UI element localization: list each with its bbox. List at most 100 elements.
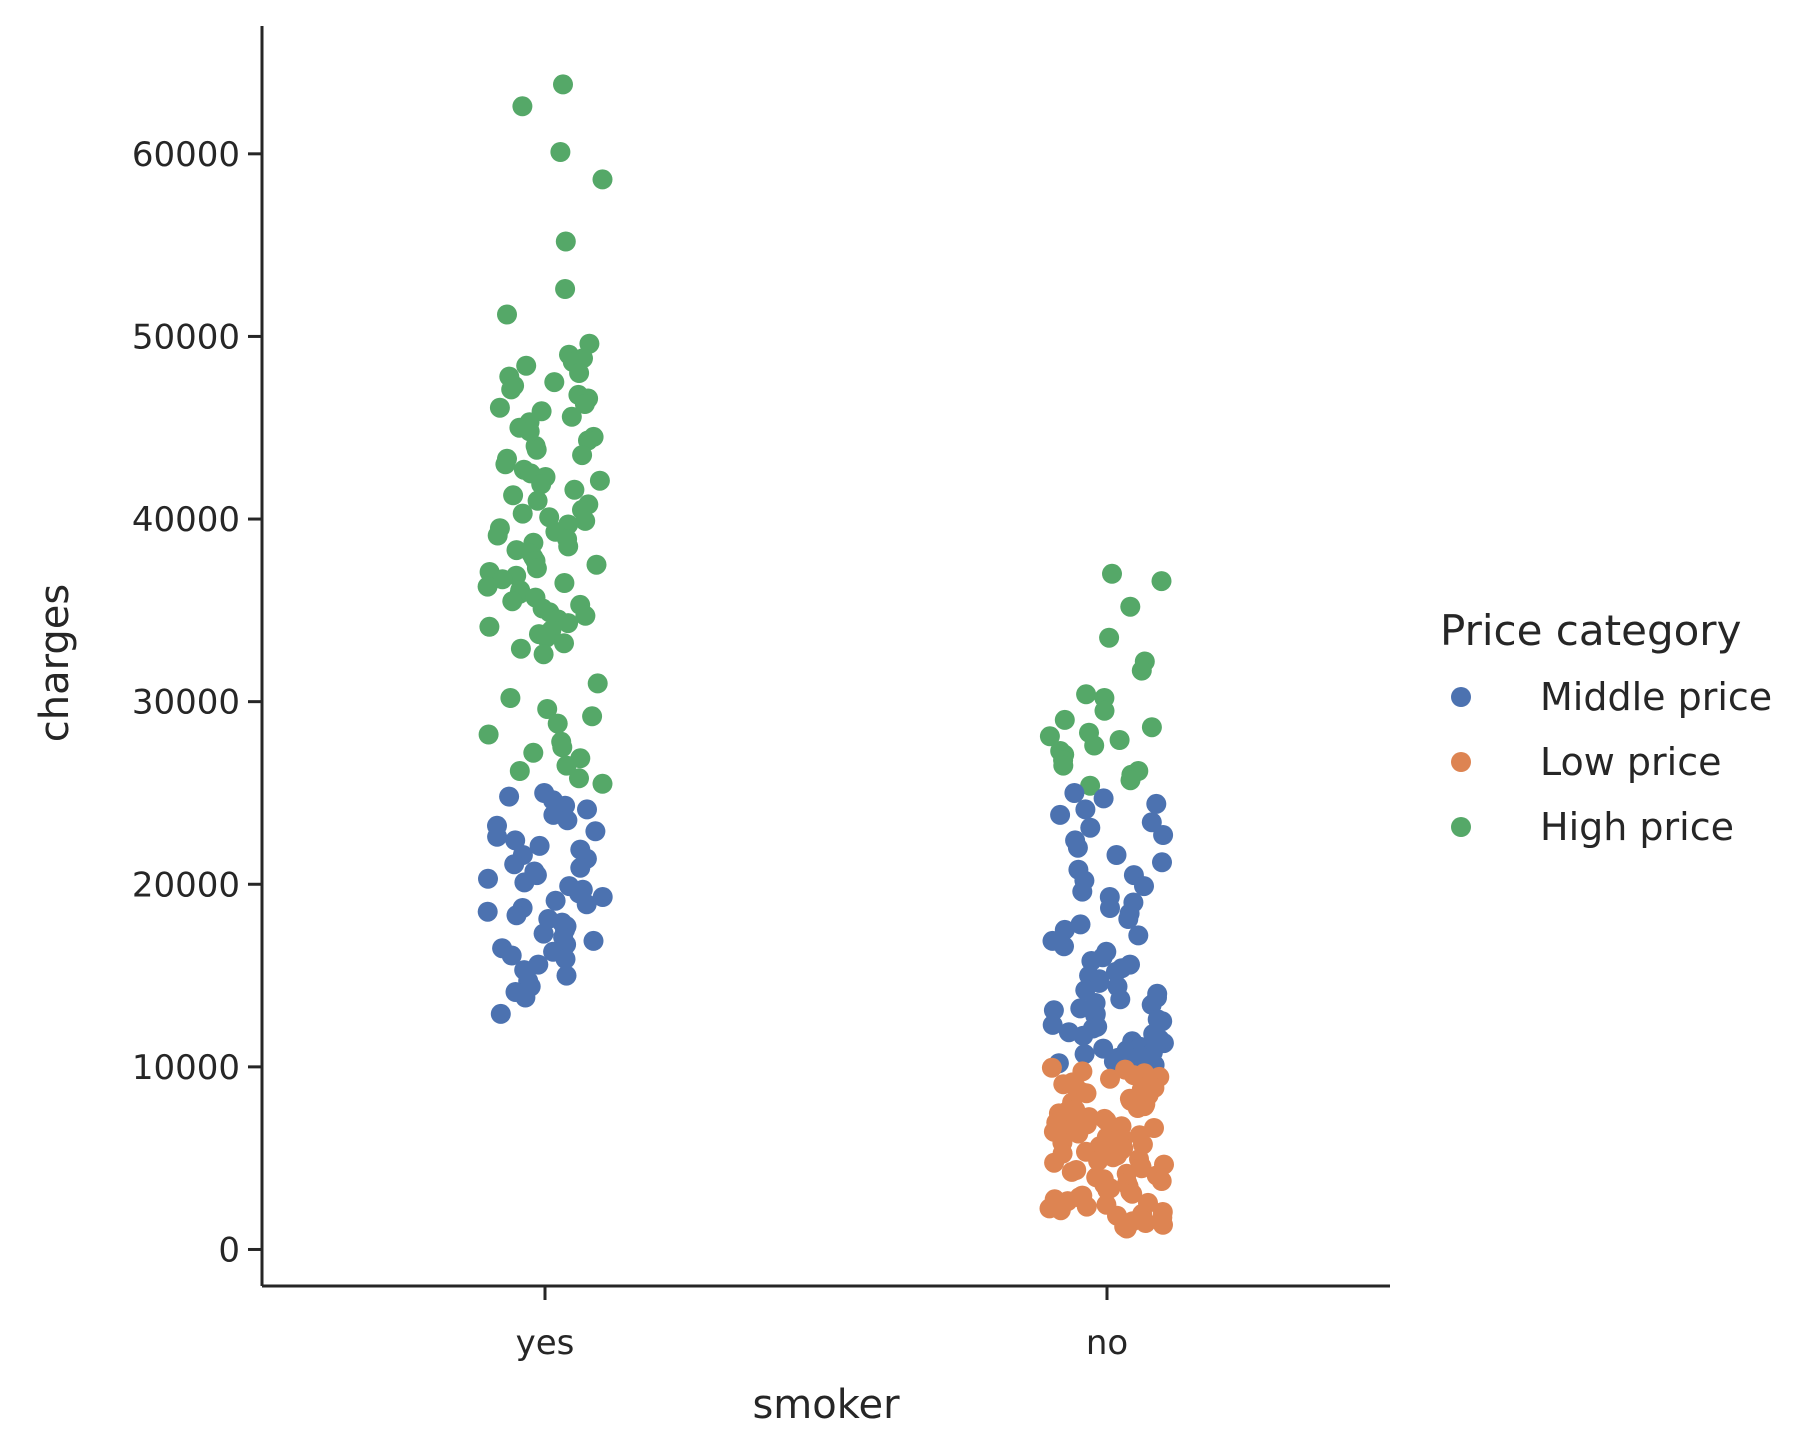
data-point bbox=[526, 439, 547, 460]
data-point bbox=[501, 379, 522, 400]
data-point bbox=[576, 894, 597, 915]
data-point bbox=[1102, 563, 1122, 584]
y-tick-label: 50000 bbox=[132, 317, 240, 357]
data-point bbox=[575, 510, 596, 531]
legend-marker bbox=[1451, 687, 1471, 707]
y-tick-label: 0 bbox=[218, 1230, 240, 1270]
data-point bbox=[487, 826, 508, 847]
data-point bbox=[512, 503, 533, 524]
data-point bbox=[527, 490, 548, 511]
data-point bbox=[1120, 596, 1141, 617]
data-point bbox=[490, 1003, 511, 1024]
data-point bbox=[533, 644, 554, 665]
data-point bbox=[500, 688, 521, 708]
legend-entry: Middle price bbox=[1451, 675, 1772, 719]
data-point bbox=[495, 454, 516, 475]
data-point bbox=[554, 633, 574, 654]
series-low-price-no bbox=[1039, 1057, 1174, 1239]
data-point bbox=[556, 965, 577, 986]
data-point bbox=[487, 525, 508, 546]
data-point bbox=[1131, 1158, 1152, 1179]
data-point bbox=[1076, 684, 1097, 705]
series-high-price-yes bbox=[477, 74, 613, 794]
data-point bbox=[1093, 788, 1114, 809]
data-point bbox=[569, 363, 590, 383]
data-point bbox=[1042, 1014, 1063, 1035]
data-point bbox=[526, 558, 547, 579]
data-point bbox=[1118, 909, 1139, 929]
data-point bbox=[1043, 1000, 1064, 1021]
legend-title: Price category bbox=[1440, 606, 1741, 655]
points-layer bbox=[477, 74, 1174, 1239]
legend-label: Middle price bbox=[1540, 675, 1772, 719]
data-point bbox=[1151, 571, 1172, 592]
y-tick-label: 40000 bbox=[132, 500, 240, 540]
data-point bbox=[1141, 812, 1162, 833]
data-point bbox=[1075, 799, 1096, 820]
data-point bbox=[1061, 1161, 1082, 1182]
data-point bbox=[1097, 1180, 1118, 1201]
data-point bbox=[557, 810, 578, 831]
data-point bbox=[1070, 998, 1091, 1019]
data-point bbox=[492, 569, 513, 590]
data-point bbox=[1106, 845, 1127, 865]
data-point bbox=[544, 372, 565, 393]
data-point bbox=[497, 304, 517, 325]
data-point bbox=[558, 613, 579, 634]
data-point bbox=[515, 987, 536, 1008]
data-point bbox=[1127, 1098, 1148, 1118]
data-point bbox=[489, 397, 510, 418]
data-point bbox=[523, 742, 544, 763]
data-point bbox=[1054, 709, 1075, 730]
data-point bbox=[1080, 775, 1101, 796]
legend-entries: Middle price Low price High price bbox=[1451, 675, 1772, 849]
data-point bbox=[501, 945, 522, 966]
data-point bbox=[1146, 793, 1167, 814]
series-middle-price-yes bbox=[477, 783, 613, 1024]
data-point bbox=[585, 821, 606, 842]
data-point bbox=[592, 887, 613, 907]
data-point bbox=[1152, 852, 1172, 873]
data-point bbox=[547, 713, 568, 734]
y-ticks: 0 10000 20000 30000 40000 50000 60000 bbox=[132, 135, 262, 1270]
data-point bbox=[1134, 876, 1154, 897]
data-point bbox=[1153, 825, 1174, 845]
data-point bbox=[554, 573, 575, 593]
data-point bbox=[477, 576, 498, 597]
data-point bbox=[1072, 881, 1093, 902]
data-point bbox=[1076, 1083, 1097, 1104]
data-point bbox=[502, 591, 523, 612]
legend-label: High price bbox=[1540, 805, 1734, 849]
data-point bbox=[536, 627, 557, 648]
data-point bbox=[1099, 627, 1120, 648]
data-point bbox=[1067, 837, 1088, 858]
data-point bbox=[479, 616, 500, 637]
series-high-price-no bbox=[1039, 563, 1172, 796]
data-point bbox=[561, 406, 582, 427]
x-axis-title: smoker bbox=[752, 1382, 900, 1428]
data-point bbox=[1094, 700, 1115, 721]
data-point bbox=[556, 755, 577, 776]
series-middle-price-no bbox=[1042, 783, 1174, 1076]
data-point bbox=[1044, 1152, 1065, 1173]
data-point bbox=[1109, 730, 1130, 750]
legend-entry: High price bbox=[1451, 805, 1734, 849]
data-point bbox=[574, 394, 595, 414]
data-point bbox=[575, 605, 596, 626]
data-point bbox=[1100, 1068, 1120, 1089]
data-point bbox=[1039, 726, 1060, 747]
data-point bbox=[1076, 1196, 1097, 1217]
data-point bbox=[564, 479, 585, 500]
data-point bbox=[1116, 1218, 1137, 1239]
legend-label: Low price bbox=[1540, 740, 1721, 784]
y-axis-title: charges bbox=[32, 584, 78, 742]
data-point bbox=[553, 74, 573, 95]
data-point bbox=[1070, 914, 1091, 935]
data-point bbox=[1110, 989, 1131, 1010]
data-point bbox=[558, 536, 579, 557]
data-point bbox=[1050, 1200, 1071, 1221]
data-point bbox=[577, 799, 597, 820]
data-point bbox=[1084, 735, 1105, 756]
y-tick-label: 30000 bbox=[132, 683, 240, 723]
